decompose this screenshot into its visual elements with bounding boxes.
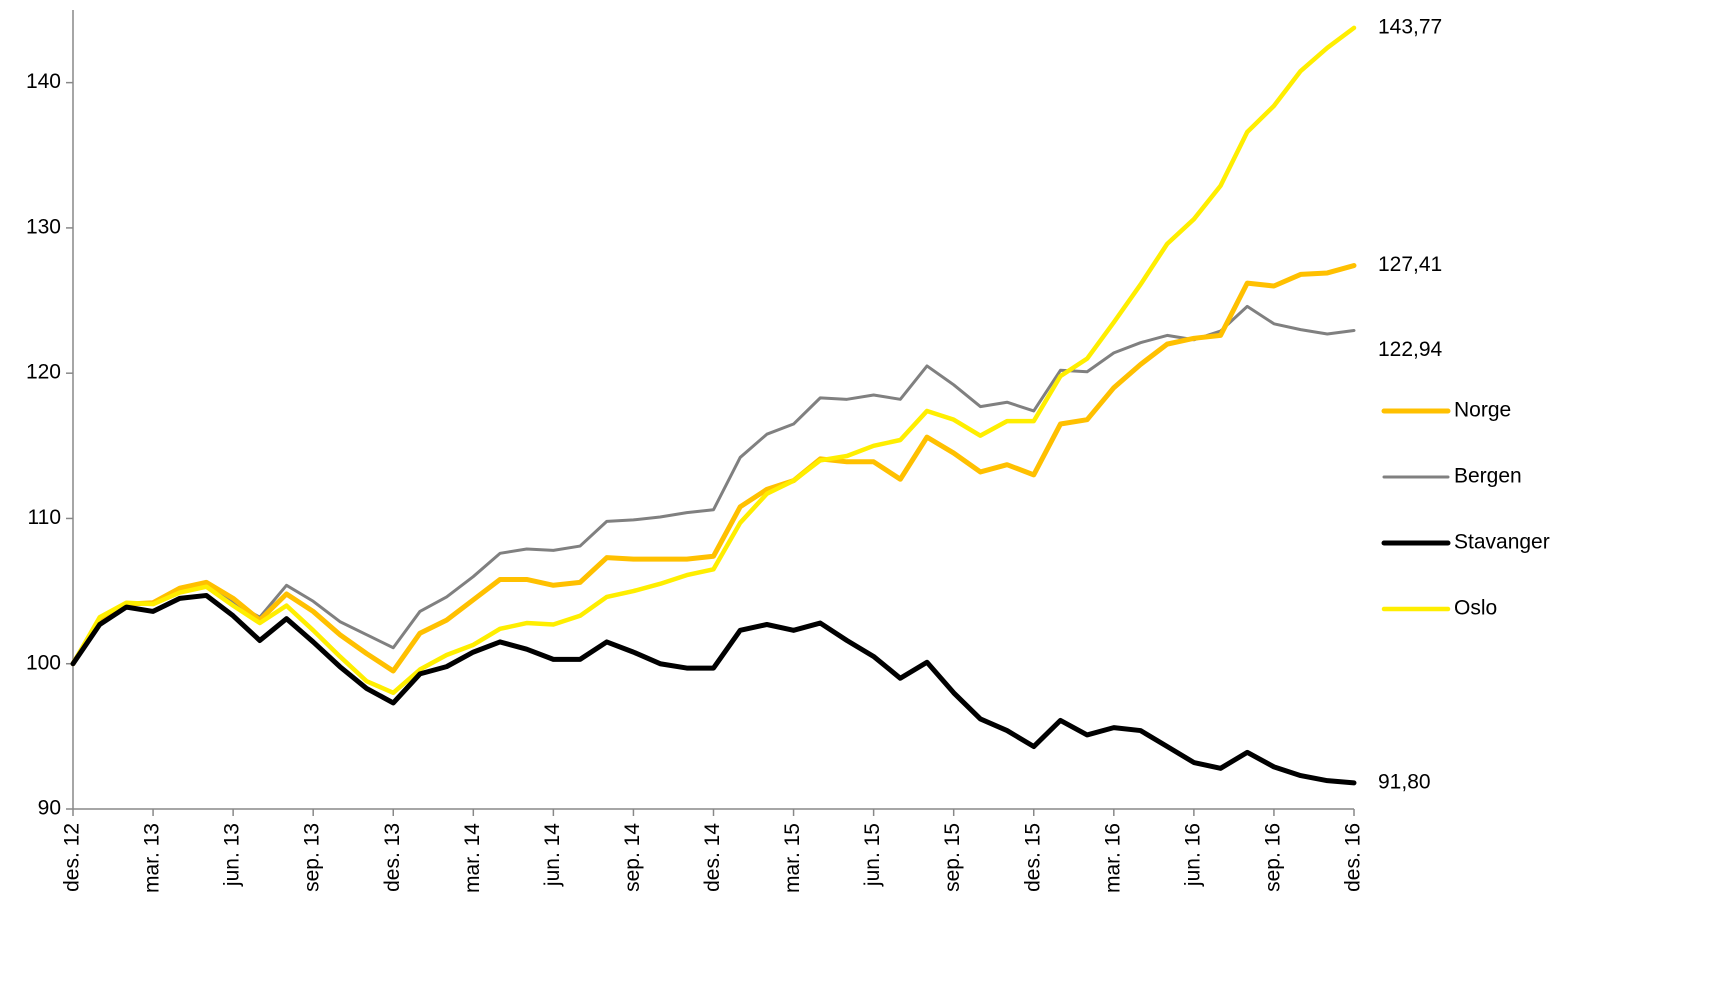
x-tick-label: des. 16 [1342,823,1365,892]
line-stavanger [70,592,1357,786]
y-tick-label: 110 [28,506,61,529]
end-label: 122,94 [1378,338,1443,361]
x-tick-label: des. 14 [701,823,724,892]
x-tick-label: jun. 15 [861,823,884,887]
x-tick-label: jun. 16 [1181,823,1204,887]
line-bergen [71,304,1356,666]
x-tick-label: des. 15 [1021,823,1044,892]
legend-label: Oslo [1454,597,1497,620]
x-tick-label: mar. 13 [141,823,164,893]
y-tick-label: 100 [26,651,61,674]
y-tick-label: 120 [26,361,61,384]
end-label: 91,80 [1378,770,1431,793]
x-tick-label: jun. 14 [541,823,564,887]
legend-label: Norge [1454,399,1511,422]
x-tick-label: jun. 13 [221,823,244,887]
legend-label: Stavanger [1454,531,1550,554]
x-tick-label: sep. 13 [301,823,324,892]
x-tick-label: mar. 14 [461,823,484,893]
y-tick-label: 90 [38,797,61,820]
line-norge [70,263,1357,674]
x-tick-label: des. 12 [61,823,84,892]
line-oslo [70,25,1357,696]
legend-label: Bergen [1454,465,1522,488]
x-tick-label: mar. 16 [1101,823,1124,893]
x-tick-label: des. 13 [381,823,404,892]
x-tick-label: mar. 15 [781,823,804,893]
y-tick-label: 140 [26,70,61,93]
end-label: 127,41 [1378,253,1442,276]
x-tick-label: sep. 16 [1261,823,1284,892]
y-tick-label: 130 [26,215,61,238]
x-tick-label: sep. 15 [941,823,964,892]
x-tick-label: sep. 14 [621,823,644,892]
end-label: 143,77 [1378,15,1442,38]
